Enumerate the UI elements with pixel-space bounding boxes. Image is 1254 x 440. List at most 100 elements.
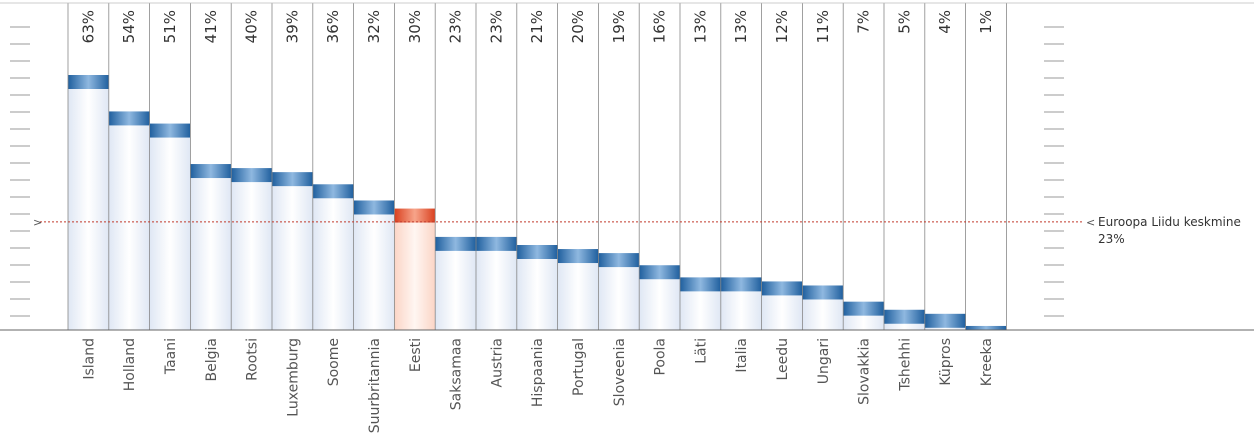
value-label-luxemburg: 39% [283, 10, 301, 43]
value-label-sloveenia: 19% [610, 10, 628, 43]
category-label-luxemburg: Luxemburg [285, 338, 301, 417]
bar-body-rootsi [231, 182, 272, 330]
bar-ungari [802, 285, 844, 300]
bar-saksamaa [435, 236, 476, 251]
bar-body-poola [639, 279, 680, 330]
bar-eesti [394, 208, 436, 223]
bar-body-ungari [802, 299, 844, 330]
column-separators [0, 2, 1254, 330]
bar-body-suurbritannia [353, 214, 395, 330]
bar-body-slovakkia [843, 315, 884, 330]
value-label-suurbritannia: 32% [365, 10, 383, 43]
reference-line-label: Euroopa Liidu keskmine [1098, 215, 1241, 229]
category-label-leedu: Leedu [775, 338, 791, 381]
bar-body-holland [108, 125, 150, 330]
bar-slovakkia [843, 301, 884, 316]
category-label-ungari: Ungari [816, 338, 832, 384]
left-tick-marks [10, 26, 30, 317]
value-label-saksamaa: 23% [447, 10, 465, 43]
bar-tshehhi [884, 309, 925, 324]
value-label-belgia: 41% [202, 10, 220, 43]
bar-kreeka [965, 325, 1007, 330]
value-label-soome: 36% [324, 10, 342, 43]
bars-group [68, 75, 1007, 330]
bar-austria [476, 236, 517, 251]
value-label-portugal: 20% [569, 10, 587, 43]
labels-group: 63% Island 54% Holland 51% Taani 41% Belgia 40% R… [79, 10, 995, 433]
reference-line-value: 23% [1098, 232, 1125, 246]
bar-body-saksamaa [435, 250, 476, 330]
category-label-kreeka: Kreeka [979, 338, 995, 386]
category-label-tshehhi: Tshehhi [897, 338, 913, 392]
category-label-italia: Italia [734, 338, 750, 373]
bar-kupros [924, 313, 966, 328]
bar-body-hispaania [516, 259, 558, 330]
bar-italia [720, 277, 762, 292]
bar-body-austria [476, 250, 517, 330]
value-label-kupros: 4% [936, 10, 954, 34]
bar-hispaania [516, 245, 558, 259]
bar-body-soome [312, 198, 354, 330]
category-label-eesti: Eesti [408, 338, 424, 372]
bar-portugal [557, 249, 599, 264]
bar-sloveenia [598, 253, 640, 268]
value-label-slovakkia: 7% [855, 10, 873, 34]
category-label-kupros: Küpros [938, 338, 954, 386]
value-label-island: 63% [79, 10, 97, 43]
category-label-island: Island [81, 338, 97, 380]
value-label-hispaania: 21% [528, 10, 546, 43]
category-label-rootsi: Rootsi [245, 338, 261, 381]
category-label-saksamaa: Saksamaa [449, 338, 465, 410]
value-label-leedu: 12% [773, 10, 791, 43]
bar-body-kupros [924, 327, 966, 330]
value-label-ungari: 11% [814, 10, 832, 43]
bar-rootsi [231, 168, 272, 183]
bar-body-eesti [394, 222, 436, 330]
category-label-lati: Läti [693, 338, 709, 364]
category-label-slovakkia: Slovakkia [857, 338, 873, 405]
reference-line-group: > < Euroopa Liidu keskmine 23% [33, 215, 1241, 246]
value-label-kreeka: 1% [977, 10, 995, 34]
bar-leedu [761, 281, 803, 296]
bar-body-leedu [761, 295, 803, 330]
bar-body-island [68, 89, 109, 330]
bar-poola [639, 265, 680, 280]
bar-body-belgia [190, 178, 232, 330]
bar-belgia [190, 164, 232, 179]
value-label-eesti: 30% [406, 10, 424, 43]
bar-body-portugal [557, 263, 599, 330]
category-label-taani: Taani [163, 338, 179, 375]
category-label-sloveenia: Sloveenia [612, 338, 628, 406]
bar-body-taani [149, 137, 191, 330]
right-tick-marks [1044, 26, 1064, 317]
category-label-austria: Austria [489, 338, 505, 387]
value-label-italia: 13% [732, 10, 750, 43]
category-label-poola: Poola [653, 338, 669, 376]
category-label-holland: Holland [122, 338, 138, 391]
bar-body-italia [720, 291, 762, 330]
bar-luxemburg [272, 172, 313, 187]
bar-taani [149, 123, 191, 138]
category-label-soome: Soome [326, 338, 342, 386]
bar-soome [312, 184, 354, 199]
value-label-holland: 54% [120, 10, 138, 43]
bar-body-sloveenia [598, 267, 640, 330]
bar-suurbritannia [353, 200, 395, 215]
value-label-poola: 16% [651, 10, 669, 43]
category-label-portugal: Portugal [571, 338, 587, 396]
reference-right-marker: < [1086, 216, 1095, 229]
category-label-belgia: Belgia [204, 338, 220, 381]
bar-body-tshehhi [884, 323, 925, 330]
bar-island [68, 75, 109, 89]
value-label-austria: 23% [487, 10, 505, 43]
bar-body-luxemburg [272, 186, 313, 330]
category-label-hispaania: Hispaania [530, 338, 546, 407]
value-label-tshehhi: 5% [895, 10, 913, 34]
bar-holland [108, 111, 150, 126]
bar-body-lati [680, 291, 721, 330]
value-label-lati: 13% [691, 10, 709, 43]
bar-lati [680, 277, 721, 292]
category-label-suurbritannia: Suurbritannia [367, 338, 383, 433]
